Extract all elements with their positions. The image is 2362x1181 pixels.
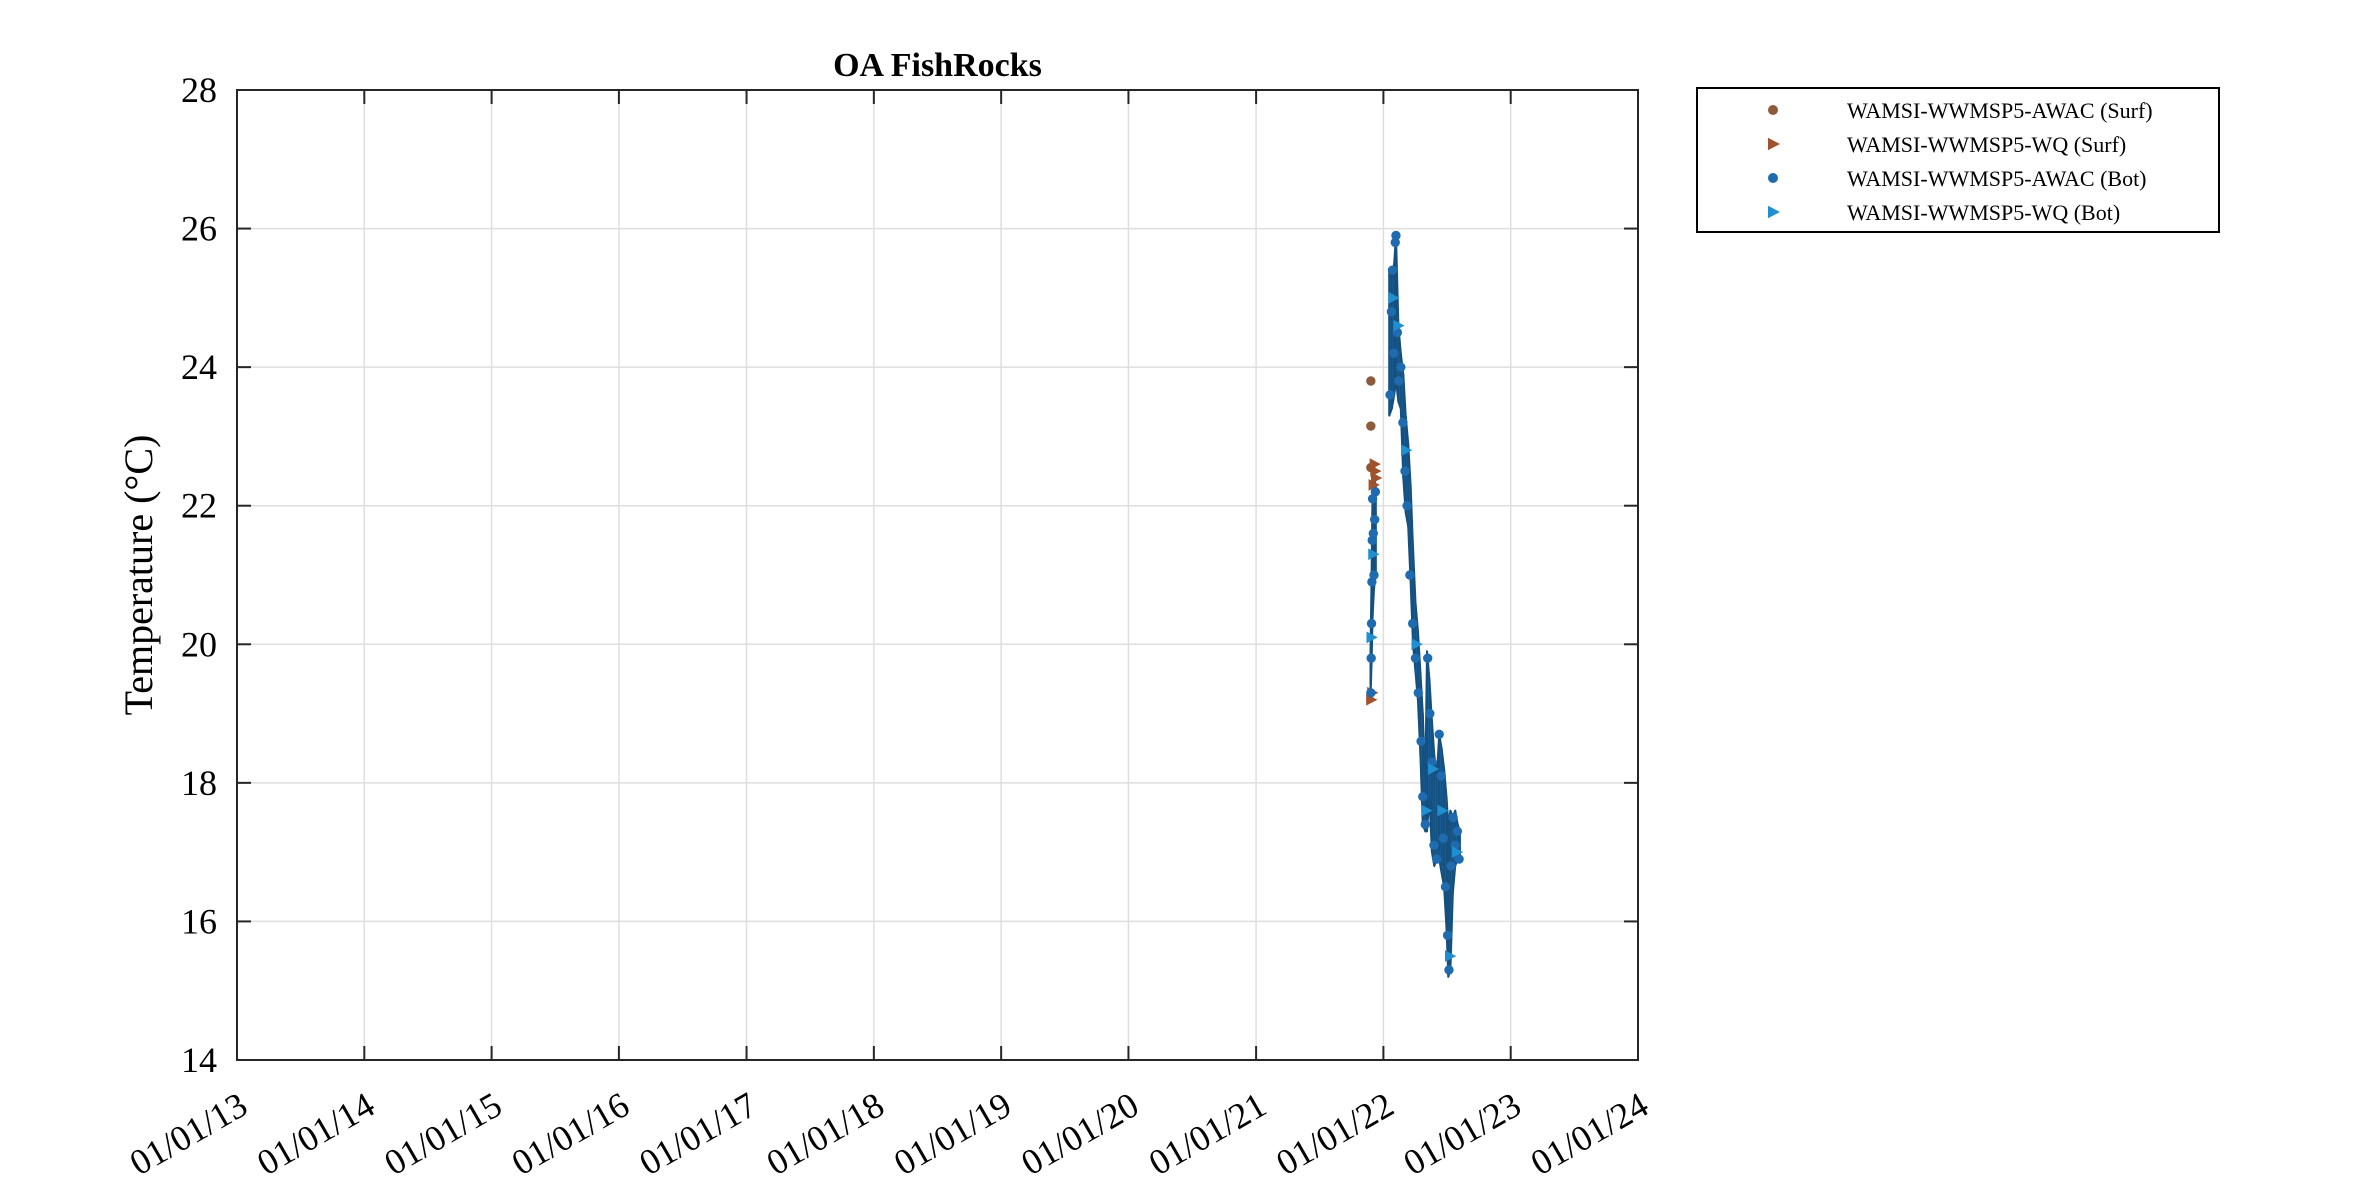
data-point	[1396, 362, 1406, 372]
data-point	[1371, 472, 1383, 484]
legend-entry: WAMSI-WWMSP5-AWAC (Surf)	[1768, 98, 2153, 123]
data-point	[1368, 548, 1380, 561]
data-point	[1442, 930, 1453, 940]
legend-label: WAMSI-WWMSP5-WQ (Bot)	[1847, 200, 2120, 225]
series-3	[1366, 291, 1464, 962]
y-tick-label: 16	[181, 901, 217, 941]
data-point	[1366, 376, 1376, 386]
data-point	[1454, 854, 1464, 864]
legend-entry: WAMSI-WWMSP5-AWAC (Bot)	[1768, 166, 2147, 191]
data-point	[1391, 230, 1401, 241]
legend-entry: WAMSI-WWMSP5-WQ (Surf)	[1768, 132, 2126, 157]
data-point	[1385, 390, 1395, 400]
data-point	[1444, 950, 1457, 962]
data-point	[1405, 570, 1415, 580]
data-point	[1369, 570, 1379, 580]
data-point	[1411, 638, 1423, 651]
data-point	[1366, 421, 1376, 431]
data-point	[1387, 265, 1398, 275]
data-point	[1402, 501, 1412, 511]
y-tick-label: 24	[181, 347, 217, 387]
data-point	[1421, 804, 1433, 817]
y-tick-label: 20	[181, 624, 217, 664]
legend-marker	[1768, 205, 1780, 219]
data-point	[1366, 653, 1376, 663]
y-tick-label: 26	[181, 209, 217, 249]
data-point	[1410, 653, 1421, 663]
data-point	[1400, 466, 1410, 476]
data-point	[1436, 771, 1446, 781]
data-point	[1366, 618, 1377, 629]
data-point	[1393, 319, 1405, 332]
y-tick-label: 22	[181, 486, 217, 526]
data-point	[1448, 812, 1458, 823]
legend-label: WAMSI-WWMSP5-WQ (Surf)	[1847, 132, 2126, 157]
data-point	[1425, 708, 1435, 719]
data-point	[1440, 882, 1451, 892]
data-point	[1446, 861, 1456, 871]
y-axis-label: Temperature (°C)	[116, 435, 161, 716]
data-point	[1389, 348, 1399, 358]
data-point	[1444, 965, 1454, 975]
legend-box	[1696, 87, 2220, 233]
legend-marker	[1768, 173, 1778, 183]
legend-entry: WAMSI-WWMSP5-WQ (Bot)	[1768, 200, 2120, 225]
data-point	[1370, 487, 1381, 497]
data-point	[1418, 792, 1428, 802]
data-point	[1438, 833, 1449, 843]
data-point	[1416, 736, 1426, 746]
data-point	[1366, 631, 1378, 644]
data-point	[1429, 840, 1439, 850]
plot-background	[237, 90, 1638, 1060]
data-point	[1368, 528, 1378, 539]
data-point	[1407, 618, 1418, 629]
data-point	[1434, 729, 1444, 740]
data-marks	[1366, 230, 1464, 975]
data-point	[1366, 688, 1376, 698]
y-tick-label: 14	[181, 1040, 217, 1080]
data-point	[1394, 376, 1404, 386]
series-0	[1366, 376, 1376, 473]
data-point	[1369, 514, 1380, 525]
data-point	[1388, 291, 1400, 304]
plot-area	[237, 90, 1638, 1060]
y-ticks: 14 16 18 20 22 24 26 28	[181, 70, 1638, 1080]
chart-title: OA FishRocks	[833, 47, 1042, 84]
y-tick-label: 28	[181, 70, 217, 110]
legend-label: WAMSI-WWMSP5-AWAC (Surf)	[1847, 98, 2153, 123]
data-point	[1420, 819, 1430, 830]
data-point	[1437, 804, 1449, 817]
legend: WAMSI-WWMSP5-AWAC (Surf) WAMSI-WWMSP5-WQ …	[1696, 87, 2220, 233]
data-point	[1422, 653, 1433, 663]
legend-marker	[1768, 137, 1780, 151]
data-point	[1452, 826, 1463, 837]
data-point	[1386, 307, 1397, 317]
axes	[236, 89, 1639, 1061]
axes-frame	[236, 89, 1639, 1061]
data-point	[1401, 444, 1413, 457]
data-point	[1432, 854, 1442, 864]
data-point	[1413, 688, 1423, 698]
legend-label: WAMSI-WWMSP5-AWAC (Bot)	[1847, 166, 2147, 191]
data-point	[1427, 763, 1440, 775]
legend-marker	[1768, 105, 1778, 115]
y-tick-label: 18	[181, 763, 217, 803]
data-point	[1451, 846, 1464, 859]
data-point	[1398, 417, 1408, 428]
